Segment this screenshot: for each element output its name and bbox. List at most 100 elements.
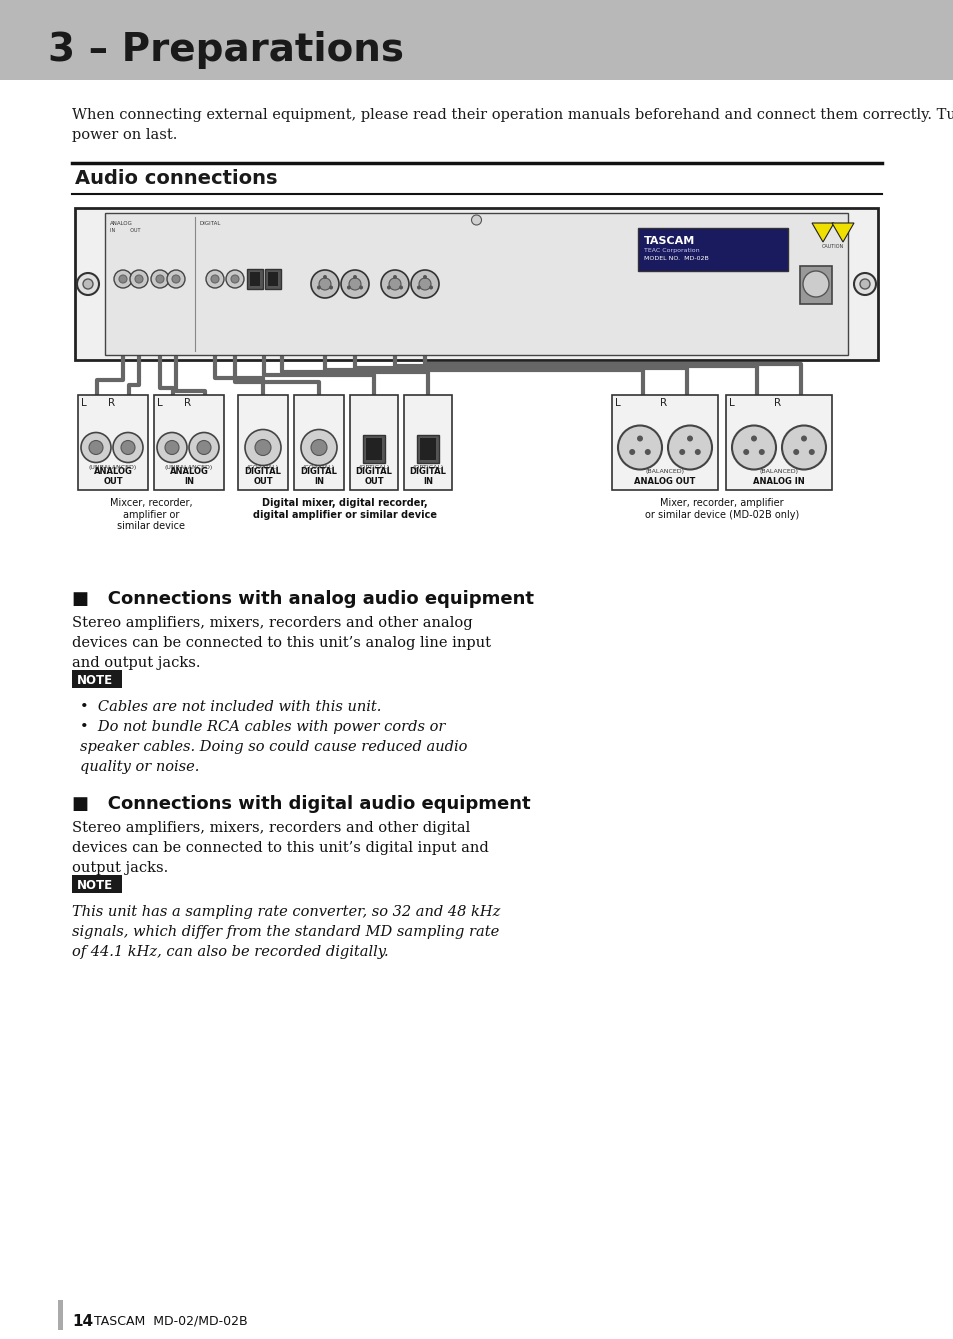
Text: CAUTION: CAUTION [821,244,843,249]
Text: L: L [157,398,163,408]
Text: (UNBALANCED): (UNBALANCED) [165,465,213,470]
Text: •  Do not bundle RCA cables with power cords or
speaker cables. Doing so could c: • Do not bundle RCA cables with power co… [80,720,467,774]
Circle shape [471,216,481,225]
Circle shape [411,270,438,299]
Text: Digital mixer, digital recorder,
digital amplifier or similar device: Digital mixer, digital recorder, digital… [253,498,436,520]
Text: DIGITAL
OUT: DIGITAL OUT [355,466,392,486]
Text: NOTE: NOTE [77,674,113,687]
Bar [250,272,260,287]
Bar [419,438,436,459]
Circle shape [731,426,775,470]
Circle shape [679,449,684,455]
Circle shape [629,449,635,455]
Text: 3 – Preparations: 3 – Preparations [48,31,403,70]
Circle shape [380,270,409,299]
Circle shape [667,426,711,470]
Bar [363,434,385,462]
Circle shape [311,439,327,455]
Circle shape [694,449,700,455]
Circle shape [77,273,99,295]
Text: This unit has a sampling rate converter, so 32 and 48 kHz
signals, which differ : This unit has a sampling rate converter,… [71,905,500,959]
Circle shape [418,279,431,291]
Circle shape [318,279,331,291]
Circle shape [167,270,185,288]
Circle shape [172,274,180,283]
Text: R: R [108,398,115,408]
Circle shape [89,441,103,454]
Circle shape [781,426,825,470]
Circle shape [398,285,402,289]
Circle shape [130,270,148,288]
Circle shape [311,270,338,299]
Circle shape [211,274,219,283]
Circle shape [637,435,642,442]
Text: L: L [615,398,620,408]
Circle shape [206,270,224,288]
Circle shape [750,435,757,442]
Text: TEAC Corporation: TEAC Corporation [643,248,699,253]
Circle shape [189,432,219,462]
Polygon shape [811,224,833,242]
Circle shape [83,279,92,289]
Text: NOTE: NOTE [77,878,113,892]
Circle shape [151,270,169,288]
Bar [71,670,122,688]
Bar [294,395,344,490]
Bar [403,395,452,490]
Bar [105,213,847,355]
Circle shape [393,274,396,279]
Circle shape [316,285,320,289]
Circle shape [121,441,135,454]
Text: (OPTICAL): (OPTICAL) [412,465,443,470]
Circle shape [196,441,211,454]
Text: DIGITAL
OUT: DIGITAL OUT [244,466,281,486]
Circle shape [112,432,143,462]
Text: R: R [773,398,781,408]
Text: Mixcer, recorder,
amplifier or
similar device: Mixcer, recorder, amplifier or similar d… [110,498,193,532]
Text: DIGITAL: DIGITAL [200,221,221,226]
Text: Stereo amplifiers, mixers, recorders and other digital
devices can be connected : Stereo amplifiers, mixers, recorders and… [71,821,488,876]
Circle shape [226,270,244,288]
Bar [58,1300,63,1330]
Text: (OPTICAL): (OPTICAL) [358,465,389,470]
Text: L: L [728,398,734,408]
Text: (COAXIAL): (COAXIAL) [247,465,279,470]
Circle shape [323,274,327,279]
Circle shape [422,274,427,279]
Polygon shape [831,224,853,242]
Bar [75,208,877,360]
Text: MODEL NO.  MD-02B: MODEL NO. MD-02B [643,256,708,261]
Circle shape [347,285,351,289]
Bar [416,434,438,462]
Text: Mixer, recorder, amplifier
or similar device (MD-02B only): Mixer, recorder, amplifier or similar de… [644,498,799,520]
Circle shape [758,449,764,455]
Circle shape [135,274,143,283]
Text: R: R [184,398,191,408]
Circle shape [808,449,814,455]
Circle shape [113,270,132,288]
Bar [350,395,397,490]
Text: ANALOG: ANALOG [110,221,132,226]
Text: ■   Connections with digital audio equipment: ■ Connections with digital audio equipme… [71,795,530,813]
Text: (UNBALANCED): (UNBALANCED) [89,465,137,470]
Text: R: R [659,398,666,408]
Circle shape [416,285,420,289]
Text: L: L [81,398,87,408]
Text: ANALOG
IN: ANALOG IN [170,466,208,486]
Bar [78,395,148,490]
Text: Audio connections: Audio connections [75,169,277,187]
Circle shape [353,274,356,279]
Bar [366,438,381,459]
Circle shape [231,274,239,283]
Text: ANALOG
OUT: ANALOG OUT [93,466,132,486]
Bar [800,266,831,304]
Circle shape [742,449,748,455]
Bar [153,395,224,490]
Text: 14: 14 [71,1314,93,1330]
Circle shape [859,279,869,289]
Text: ANALOG IN: ANALOG IN [752,477,804,486]
Text: (COAXIAL): (COAXIAL) [303,465,335,470]
Circle shape [340,270,369,299]
Circle shape [429,285,433,289]
Circle shape [618,426,661,470]
